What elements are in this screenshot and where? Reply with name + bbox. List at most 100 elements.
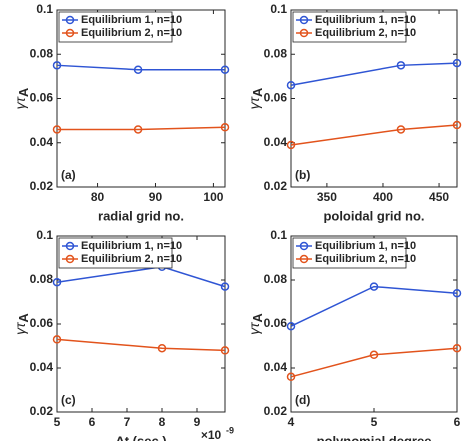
y-tick-label: 0.02 xyxy=(30,179,54,193)
x-tick-label: 100 xyxy=(203,190,223,204)
y-axis-label-sub: A xyxy=(250,313,265,323)
y-tick-label: 0.1 xyxy=(36,2,53,16)
legend-box xyxy=(292,11,407,43)
x-tick-label: 350 xyxy=(317,190,337,204)
y-tick-label: 0.08 xyxy=(30,46,54,60)
legend-marker xyxy=(299,241,309,251)
y-tick-label: 0.02 xyxy=(30,404,54,418)
panel-label: (a) xyxy=(61,168,76,182)
x-tick-label: 4 xyxy=(288,415,295,429)
x-tick-label: 9 xyxy=(194,415,201,429)
series-line xyxy=(290,62,458,86)
marker xyxy=(52,61,62,70)
marker xyxy=(220,282,230,291)
y-tick-label: 0.02 xyxy=(264,179,288,193)
x-multiplier-exp: -9 xyxy=(226,425,234,435)
marker xyxy=(133,125,143,134)
series-line xyxy=(56,338,226,352)
y-tick-label: 0.02 xyxy=(264,404,288,418)
x-tick-label: 5 xyxy=(371,415,378,429)
marker xyxy=(452,58,462,68)
y-tick-label: 0.04 xyxy=(264,360,288,374)
legend-box xyxy=(292,237,407,269)
x-tick-label: 6 xyxy=(89,415,96,429)
panel-label: (b) xyxy=(295,168,310,182)
legend-marker xyxy=(299,254,309,264)
x-axis-label: polynomial degree xyxy=(317,433,432,441)
y-tick-label: 0.04 xyxy=(30,360,54,374)
y-axis-label-sub: A xyxy=(250,87,265,97)
y-tick-label: 0.04 xyxy=(264,135,288,149)
marker xyxy=(52,125,62,134)
legend-box xyxy=(58,237,173,269)
y-axis-label: γτA xyxy=(12,313,32,335)
legend-marker xyxy=(299,28,309,38)
y-tick-label: 0.08 xyxy=(264,46,288,60)
marker xyxy=(52,335,62,344)
series-line xyxy=(57,126,226,131)
marker xyxy=(220,346,230,355)
legend-marker xyxy=(299,15,309,25)
y-axis-label-main: γτ xyxy=(12,322,28,335)
x-tick-label: 6 xyxy=(454,415,461,429)
x-tick-label: 80 xyxy=(91,190,105,204)
y-axis-label-main: γτ xyxy=(246,96,262,109)
marker xyxy=(157,343,167,353)
marker xyxy=(286,321,296,331)
marker xyxy=(133,65,143,74)
x-axis-label: radial grid no. xyxy=(98,208,184,223)
y-axis-label-sub: A xyxy=(16,87,31,97)
series-line xyxy=(290,285,458,327)
legend-marker xyxy=(65,28,75,38)
series-line xyxy=(56,64,225,71)
y-axis-label: γτA xyxy=(12,87,32,109)
x-tick-label: 7 xyxy=(124,415,131,429)
marker xyxy=(452,120,462,130)
legend-label: Equilibrium 1, n=10 xyxy=(315,14,416,26)
y-tick-label: 0.1 xyxy=(270,2,287,16)
y-tick-label: 0.06 xyxy=(264,316,288,330)
legend-label: Equilibrium 1, n=10 xyxy=(81,240,182,252)
marker xyxy=(52,277,62,287)
legend-label: Equilibrium 2, n=10 xyxy=(315,253,416,265)
series-line xyxy=(290,124,458,146)
y-tick-label: 0.08 xyxy=(264,272,288,286)
marker xyxy=(220,123,230,132)
marker xyxy=(286,140,296,150)
marker xyxy=(286,372,296,382)
legend-label: Equilibrium 2, n=10 xyxy=(81,253,182,265)
legend-label: Equilibrium 2, n=10 xyxy=(315,27,416,39)
y-tick-label: 0.06 xyxy=(30,316,54,330)
legend-box xyxy=(58,11,173,43)
y-axis-label-main: γτ xyxy=(246,322,262,335)
panel-label: (c) xyxy=(61,393,76,407)
marker xyxy=(396,125,406,134)
marker xyxy=(452,343,462,353)
y-axis-label-sub: A xyxy=(16,313,31,323)
y-tick-label: 0.08 xyxy=(30,272,54,286)
y-tick-label: 0.1 xyxy=(36,228,53,242)
marker xyxy=(220,65,230,74)
y-tick-label: 0.06 xyxy=(30,91,54,105)
panel-label: (d) xyxy=(295,393,310,407)
y-axis-label: γτA xyxy=(246,313,266,335)
legend-marker xyxy=(65,241,75,251)
legend-label: Equilibrium 2, n=10 xyxy=(81,27,182,39)
x-axis-label: poloidal grid no. xyxy=(323,208,424,223)
x-tick-label: 90 xyxy=(149,190,163,204)
y-axis-label-main: γτ xyxy=(12,96,28,109)
x-tick-label: 5 xyxy=(54,415,61,429)
x-tick-label: 8 xyxy=(159,415,166,429)
y-tick-label: 0.1 xyxy=(270,228,287,242)
x-tick-label: 450 xyxy=(429,190,449,204)
legend-label: Equilibrium 1, n=10 xyxy=(315,240,416,252)
legend-marker xyxy=(65,15,75,25)
y-tick-label: 0.04 xyxy=(30,135,54,149)
x-multiplier: ×10 xyxy=(201,428,222,441)
marker xyxy=(452,288,462,298)
series-line xyxy=(290,347,458,378)
legend-marker xyxy=(65,254,75,264)
x-axis-label: Δt (sec.) xyxy=(115,433,166,441)
y-tick-label: 0.06 xyxy=(264,91,288,105)
